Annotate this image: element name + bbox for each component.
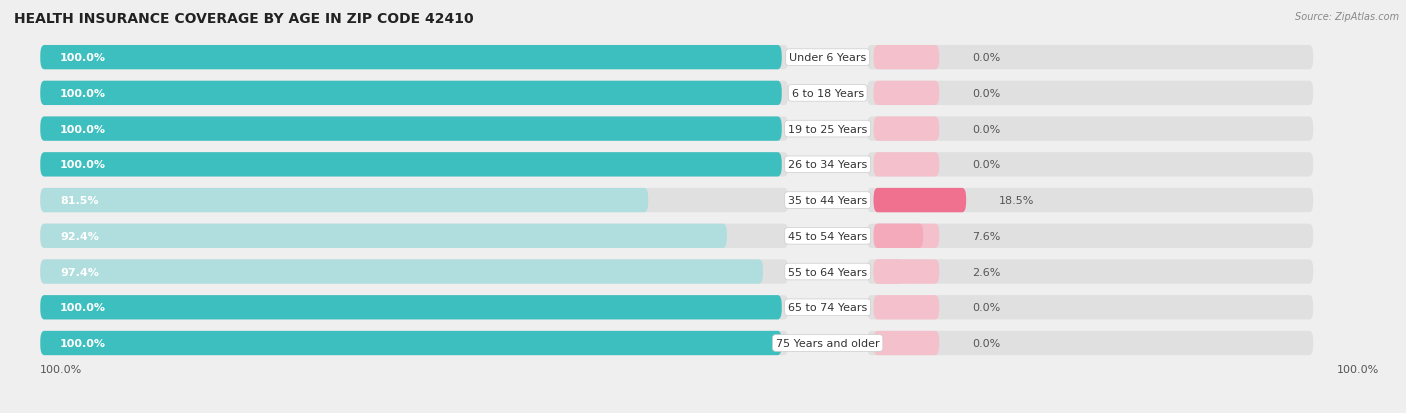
Text: 97.4%: 97.4%: [60, 267, 98, 277]
FancyBboxPatch shape: [41, 153, 782, 177]
FancyBboxPatch shape: [868, 295, 1313, 320]
Text: HEALTH INSURANCE COVERAGE BY AGE IN ZIP CODE 42410: HEALTH INSURANCE COVERAGE BY AGE IN ZIP …: [14, 12, 474, 26]
FancyBboxPatch shape: [41, 224, 789, 248]
Text: 100.0%: 100.0%: [60, 160, 105, 170]
FancyBboxPatch shape: [873, 188, 966, 213]
Text: 100.0%: 100.0%: [41, 364, 83, 374]
Text: 7.6%: 7.6%: [972, 231, 1001, 241]
Text: 100.0%: 100.0%: [60, 338, 105, 348]
Text: 100.0%: 100.0%: [60, 303, 105, 313]
FancyBboxPatch shape: [41, 81, 782, 106]
FancyBboxPatch shape: [41, 46, 782, 70]
Text: 0.0%: 0.0%: [972, 338, 1000, 348]
Text: 26 to 34 Years: 26 to 34 Years: [787, 160, 868, 170]
FancyBboxPatch shape: [868, 46, 1313, 70]
FancyBboxPatch shape: [868, 188, 1313, 213]
Text: 0.0%: 0.0%: [972, 303, 1000, 313]
FancyBboxPatch shape: [868, 224, 1313, 248]
Text: 18.5%: 18.5%: [998, 196, 1035, 206]
FancyBboxPatch shape: [873, 295, 939, 320]
Text: 0.0%: 0.0%: [972, 124, 1000, 134]
FancyBboxPatch shape: [873, 117, 939, 141]
Text: 100.0%: 100.0%: [60, 53, 105, 63]
FancyBboxPatch shape: [873, 46, 939, 70]
FancyBboxPatch shape: [873, 331, 939, 355]
Text: 81.5%: 81.5%: [60, 196, 98, 206]
FancyBboxPatch shape: [41, 81, 789, 106]
Text: 55 to 64 Years: 55 to 64 Years: [789, 267, 868, 277]
Text: 100.0%: 100.0%: [1337, 364, 1379, 374]
Text: 0.0%: 0.0%: [972, 53, 1000, 63]
Text: 0.0%: 0.0%: [972, 89, 1000, 99]
Text: Under 6 Years: Under 6 Years: [789, 53, 866, 63]
FancyBboxPatch shape: [41, 260, 763, 284]
Text: 100.0%: 100.0%: [60, 124, 105, 134]
Text: 45 to 54 Years: 45 to 54 Years: [787, 231, 868, 241]
FancyBboxPatch shape: [873, 260, 939, 284]
FancyBboxPatch shape: [868, 117, 1313, 141]
FancyBboxPatch shape: [41, 117, 782, 141]
FancyBboxPatch shape: [41, 295, 789, 320]
FancyBboxPatch shape: [41, 260, 789, 284]
FancyBboxPatch shape: [868, 81, 1313, 106]
FancyBboxPatch shape: [873, 81, 939, 106]
FancyBboxPatch shape: [873, 224, 924, 248]
Text: 19 to 25 Years: 19 to 25 Years: [787, 124, 868, 134]
FancyBboxPatch shape: [41, 331, 782, 355]
Text: 100.0%: 100.0%: [60, 89, 105, 99]
Text: 2.6%: 2.6%: [972, 267, 1001, 277]
FancyBboxPatch shape: [41, 46, 789, 70]
FancyBboxPatch shape: [868, 260, 1313, 284]
FancyBboxPatch shape: [41, 331, 789, 355]
FancyBboxPatch shape: [41, 117, 789, 141]
Text: 65 to 74 Years: 65 to 74 Years: [787, 303, 868, 313]
Text: 75 Years and older: 75 Years and older: [776, 338, 880, 348]
Text: 0.0%: 0.0%: [972, 160, 1000, 170]
FancyBboxPatch shape: [41, 188, 789, 213]
Text: 92.4%: 92.4%: [60, 231, 98, 241]
FancyBboxPatch shape: [41, 224, 727, 248]
FancyBboxPatch shape: [873, 153, 939, 177]
FancyBboxPatch shape: [868, 153, 1313, 177]
FancyBboxPatch shape: [873, 224, 939, 248]
FancyBboxPatch shape: [873, 188, 966, 213]
FancyBboxPatch shape: [41, 295, 782, 320]
FancyBboxPatch shape: [873, 260, 904, 284]
Text: Source: ZipAtlas.com: Source: ZipAtlas.com: [1295, 12, 1399, 22]
Text: 35 to 44 Years: 35 to 44 Years: [787, 196, 868, 206]
FancyBboxPatch shape: [41, 188, 648, 213]
FancyBboxPatch shape: [41, 153, 789, 177]
Text: 6 to 18 Years: 6 to 18 Years: [792, 89, 863, 99]
FancyBboxPatch shape: [868, 331, 1313, 355]
